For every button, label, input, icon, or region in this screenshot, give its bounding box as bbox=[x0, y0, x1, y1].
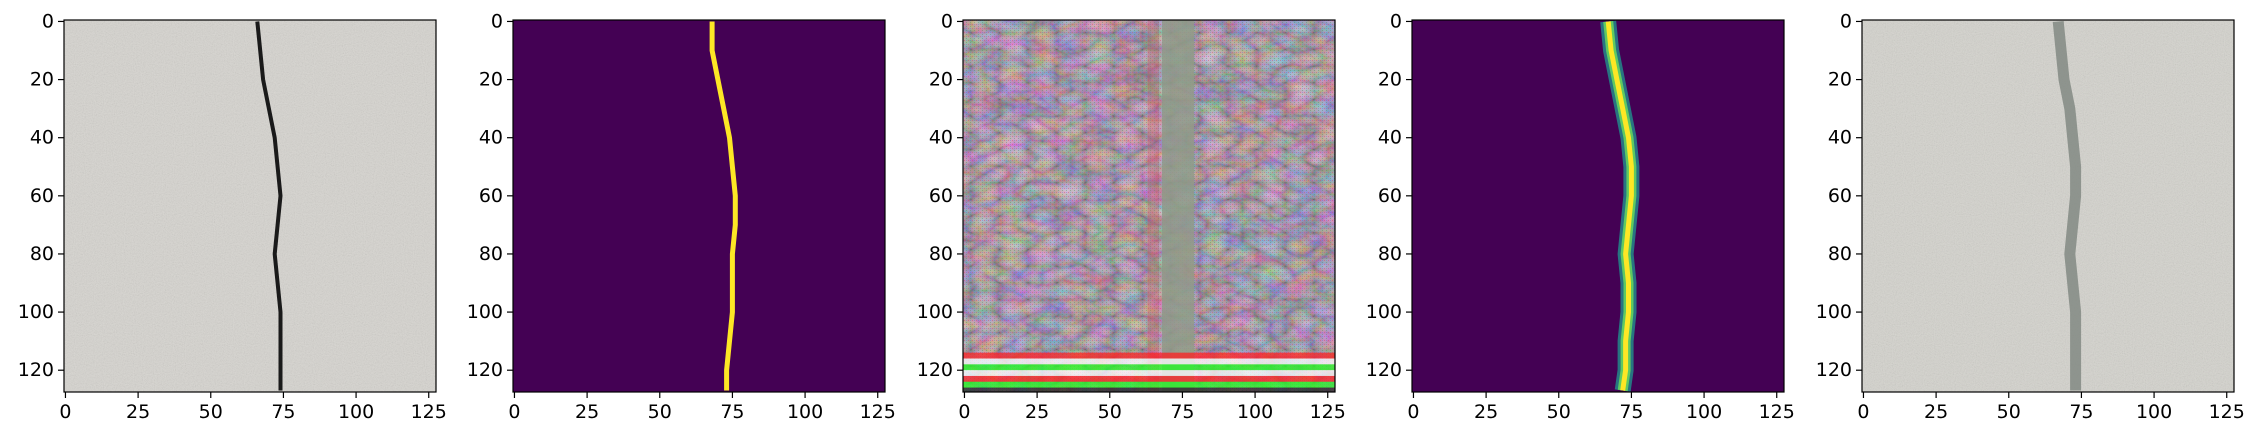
y-tick-label: 100 bbox=[18, 301, 54, 323]
x-tick-label: 25 bbox=[575, 401, 599, 423]
y-tick-label: 0 bbox=[941, 10, 953, 32]
texture-hatch bbox=[963, 20, 1335, 392]
x-tick-label: 25 bbox=[1025, 401, 1049, 423]
axes-frame bbox=[512, 19, 886, 393]
x-tick-label: 50 bbox=[1098, 401, 1122, 423]
x-tick-label: 75 bbox=[1170, 401, 1194, 423]
x-tick-label: 50 bbox=[1547, 401, 1571, 423]
panel-4: 0 25 50 75 100 125 0 20 40 60 80 100 120 bbox=[1366, 10, 1795, 423]
y-tick-label: 120 bbox=[917, 359, 953, 381]
texture-stripe bbox=[963, 370, 1335, 377]
y-tick-label: 120 bbox=[1366, 359, 1402, 381]
x-tick-label: 125 bbox=[1759, 401, 1795, 423]
image-area bbox=[64, 20, 436, 392]
crack-line bbox=[2052, 20, 2082, 391]
y-tick-label: 120 bbox=[1816, 359, 1852, 381]
y-tick-label: 60 bbox=[479, 185, 503, 207]
texture-stripe bbox=[963, 381, 1335, 388]
x-tick-label: 0 bbox=[59, 401, 71, 423]
panel-1: 0 25 50 75 100 125 0 20 40 60 80 100 120 bbox=[18, 10, 447, 423]
axes-frame bbox=[962, 19, 1336, 393]
x-tick-label: 75 bbox=[271, 401, 295, 423]
y-tick-label: 80 bbox=[479, 243, 503, 265]
y-tick-label: 120 bbox=[18, 359, 54, 381]
x-tick-label: 0 bbox=[958, 401, 970, 423]
y-tick-label: 20 bbox=[479, 69, 503, 91]
texture-stripe bbox=[963, 352, 1335, 359]
x-tick-label: 100 bbox=[1686, 401, 1722, 423]
y-tick-label: 20 bbox=[30, 69, 54, 91]
y-tick-label: 80 bbox=[929, 243, 953, 265]
x-tick-label: 100 bbox=[338, 401, 374, 423]
y-tick-label: 0 bbox=[1390, 10, 1402, 32]
y-tick-label: 120 bbox=[467, 359, 503, 381]
prob-background bbox=[1412, 20, 1784, 392]
texture-stripe bbox=[963, 364, 1335, 371]
y-tick-label: 0 bbox=[42, 10, 54, 32]
y-tick-label: 40 bbox=[1378, 127, 1402, 149]
texture-stripe bbox=[963, 375, 1335, 382]
y-tick-label: 20 bbox=[1378, 69, 1402, 91]
y-tick-label: 20 bbox=[1828, 69, 1852, 91]
mask-background bbox=[513, 20, 885, 392]
mask-crack bbox=[709, 21, 738, 391]
y-tick-label: 40 bbox=[479, 127, 503, 149]
x-tick-label: 0 bbox=[1857, 401, 1869, 423]
axes-frame bbox=[63, 19, 437, 393]
texture-band-edge bbox=[1147, 20, 1160, 392]
y-tick-label: 20 bbox=[929, 69, 953, 91]
y-tick-label: 80 bbox=[1828, 243, 1852, 265]
y-tick-label: 80 bbox=[30, 243, 54, 265]
y-tick-label: 60 bbox=[1378, 185, 1402, 207]
image-area bbox=[513, 20, 885, 392]
y-tick-label: 100 bbox=[1366, 301, 1402, 323]
x-tick-label: 100 bbox=[2136, 401, 2172, 423]
texture-band bbox=[1162, 20, 1195, 392]
x-tick-label: 100 bbox=[787, 401, 823, 423]
x-tick-label: 75 bbox=[1619, 401, 1643, 423]
image-area bbox=[1412, 20, 1784, 392]
y-tick-label: 80 bbox=[1378, 243, 1402, 265]
x-tick-label: 50 bbox=[199, 401, 223, 423]
y-tick-label: 0 bbox=[1840, 10, 1852, 32]
y-tick-label: 100 bbox=[467, 301, 503, 323]
y-tick-label: 40 bbox=[929, 127, 953, 149]
x-tick-label: 75 bbox=[2069, 401, 2093, 423]
x-tick-label: 25 bbox=[1474, 401, 1498, 423]
x-tick-label: 25 bbox=[1924, 401, 1948, 423]
texture-stripe bbox=[963, 358, 1335, 365]
panel-5: 0 25 50 75 100 125 0 20 40 60 80 100 120 bbox=[1816, 10, 2245, 423]
axes-frame bbox=[1861, 19, 2235, 393]
image-area bbox=[1862, 20, 2234, 392]
x-tick-label: 125 bbox=[860, 401, 896, 423]
y-tick-label: 40 bbox=[30, 127, 54, 149]
y-tick-label: 100 bbox=[1816, 301, 1852, 323]
y-tick-label: 60 bbox=[1828, 185, 1852, 207]
y-tick-label: 60 bbox=[30, 185, 54, 207]
x-tick-label: 125 bbox=[411, 401, 447, 423]
image-area bbox=[963, 20, 1335, 392]
x-tick-label: 100 bbox=[1237, 401, 1273, 423]
x-tick-label: 50 bbox=[648, 401, 672, 423]
y-tick-label: 60 bbox=[929, 185, 953, 207]
x-tick-label: 0 bbox=[508, 401, 520, 423]
x-tick-label: 25 bbox=[126, 401, 150, 423]
crack-line bbox=[255, 21, 283, 391]
x-tick-label: 0 bbox=[1407, 401, 1419, 423]
texture-stripe bbox=[963, 387, 1335, 392]
y-tick-label: 100 bbox=[917, 301, 953, 323]
prob-core bbox=[1605, 21, 1634, 391]
surface-grain bbox=[64, 20, 436, 392]
x-tick-label: 50 bbox=[1997, 401, 2021, 423]
x-tick-label: 125 bbox=[1310, 401, 1346, 423]
x-tick-label: 75 bbox=[720, 401, 744, 423]
y-tick-label: 40 bbox=[1828, 127, 1852, 149]
x-tick-label: 125 bbox=[2209, 401, 2245, 423]
panel-2: 0 25 50 75 100 125 0 20 40 60 80 100 120 bbox=[467, 10, 896, 423]
surface-grain bbox=[1862, 20, 2234, 392]
panel-3: 0 25 50 75 100 125 0 20 40 60 80 100 120 bbox=[917, 10, 1346, 423]
axes-frame bbox=[1411, 19, 1785, 393]
y-tick-label: 0 bbox=[491, 10, 503, 32]
